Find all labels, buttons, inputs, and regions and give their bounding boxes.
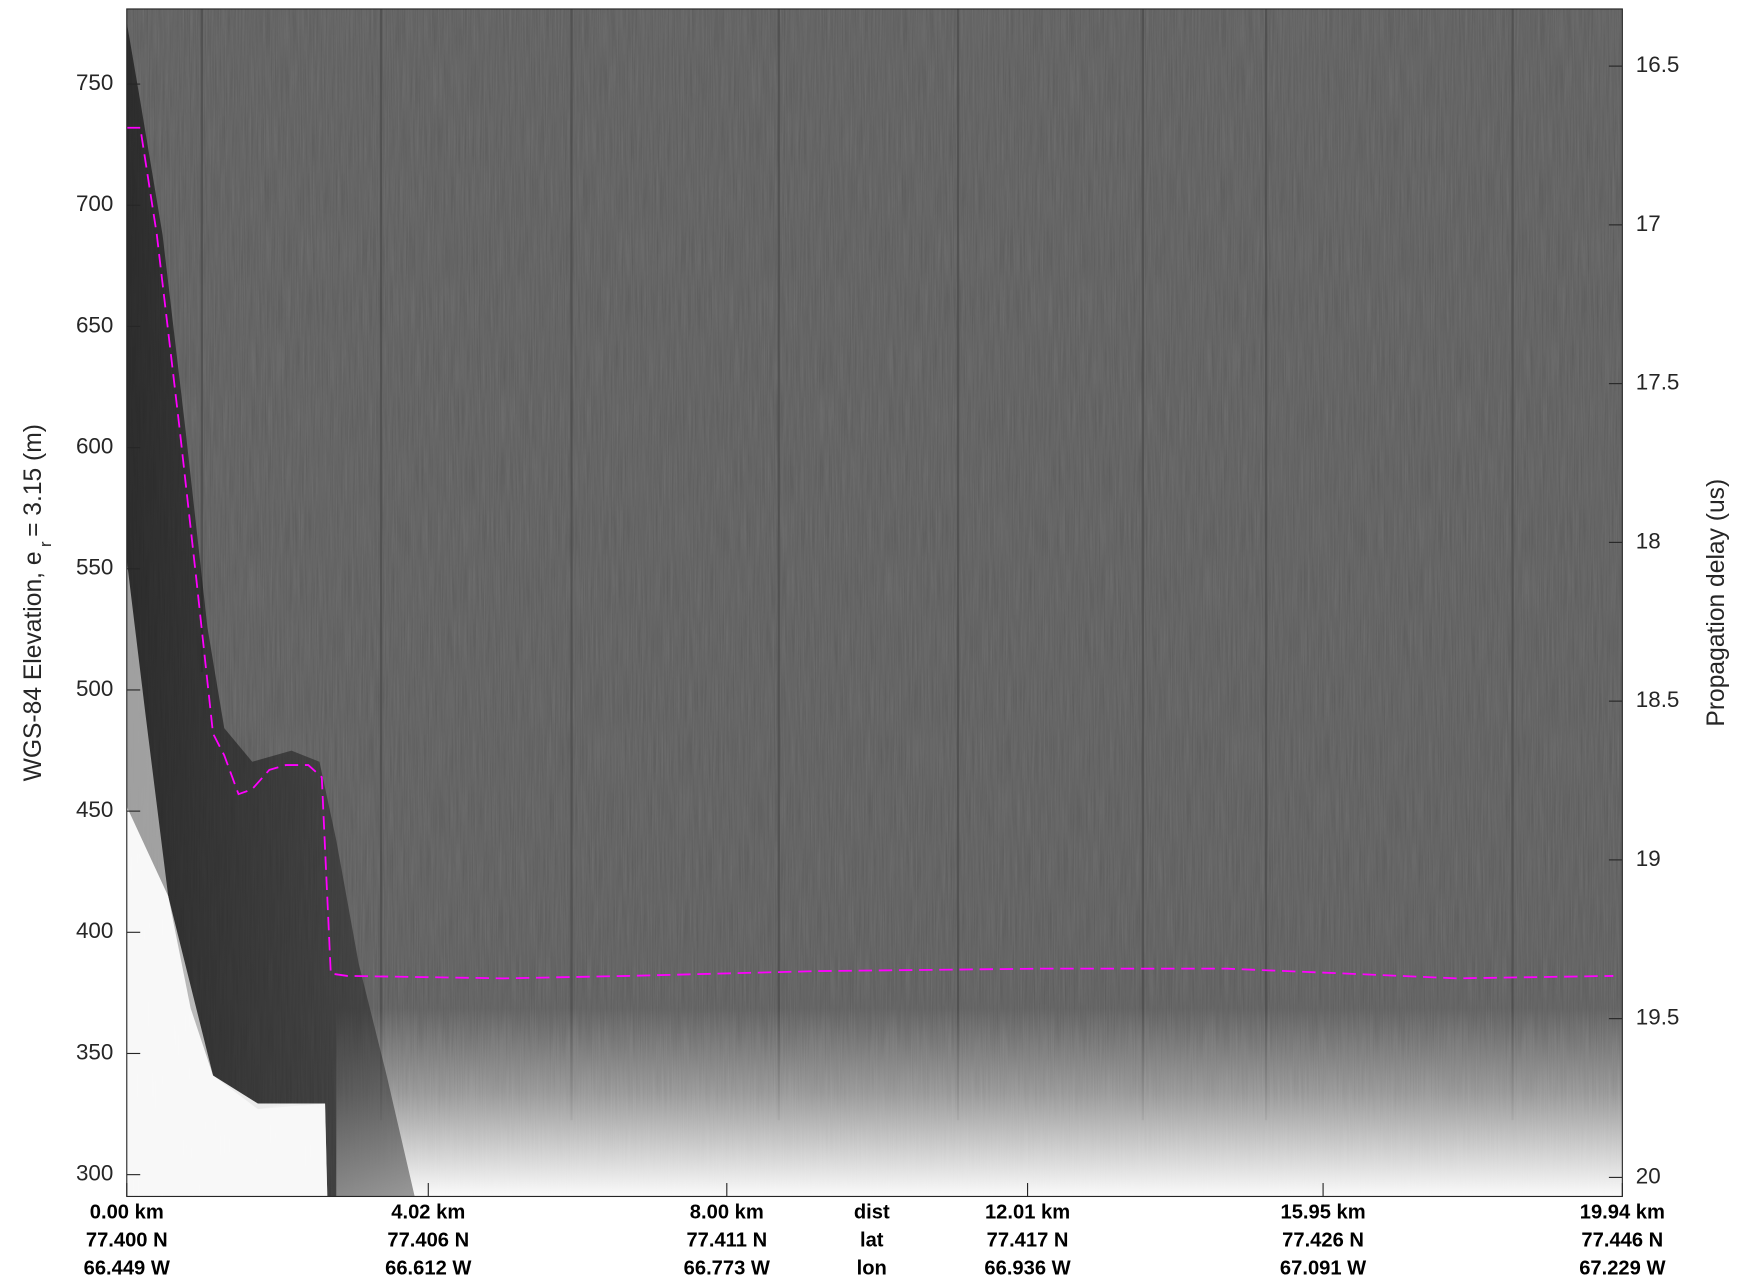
axes: 300 350 400 450 500 550 600 650 700 750 16.5 17 17.5… [76, 52, 1680, 1280]
x-tick-lon: 66.773 W [684, 1258, 770, 1276]
x-tick-label: 4.02 km [391, 1202, 465, 1224]
x-tick-lon: 66.936 W [984, 1258, 1070, 1276]
y2-tick-label: 20 [1636, 1163, 1661, 1188]
y2-axis-label: Propagation delay (us) [1703, 479, 1730, 727]
y-tick-label: 600 [76, 434, 113, 459]
y-label-suffix: = 3.15 (m) [19, 424, 46, 537]
plot-frame [126, 8, 1623, 1198]
y-tick-label: 450 [76, 797, 113, 822]
radargram [126, 8, 1623, 1197]
y2-tick-label: 19 [1636, 846, 1661, 871]
x-row-label: dist [854, 1202, 890, 1224]
x-tick-label: 19.94 km [1580, 1202, 1665, 1224]
x-tick-label: 15.95 km [1280, 1202, 1365, 1224]
y-tick-label: 550 [76, 555, 113, 580]
x-tick-lat: 77.406 N [387, 1230, 469, 1252]
y2-tick-label: 16.5 [1636, 52, 1680, 77]
x-tick-lon: 67.229 W [1579, 1258, 1665, 1276]
y2-tick-label: 18.5 [1636, 687, 1680, 712]
y-label-subscript: r [37, 541, 56, 547]
y-tick-label: 750 [76, 70, 113, 95]
y-tick-label: 300 [76, 1161, 113, 1186]
x-tick-lat: 77.417 N [987, 1230, 1069, 1252]
x-tick-lat: 77.446 N [1581, 1230, 1663, 1252]
y2-tick-label: 17.5 [1636, 370, 1680, 395]
y-tick-label: 650 [76, 312, 113, 337]
x-tick-label: 0.00 km [90, 1202, 164, 1224]
x-tick-lon: 66.612 W [385, 1258, 471, 1276]
y-axis-label: WGS-84 Elevation, e r = 3.15 (m) [19, 424, 55, 781]
y-tick-label: 400 [76, 918, 113, 943]
x-tick-lat: 77.426 N [1282, 1230, 1364, 1252]
y-tick-label: 500 [76, 676, 113, 701]
y2-tick-label: 18 [1636, 528, 1661, 553]
surface-line [126, 126, 1614, 980]
x-tick-lon: 66.449 W [84, 1258, 170, 1276]
x-tick-lon: 67.091 W [1280, 1258, 1366, 1276]
x-row-label: lat [860, 1230, 884, 1252]
y-label-main: WGS-84 Elevation, e [19, 551, 46, 781]
y-tick-label: 700 [76, 191, 113, 216]
x-row-label: lon [857, 1258, 887, 1276]
y2-tick-label: 19.5 [1636, 1005, 1680, 1030]
y2-tick-label: 17 [1636, 211, 1661, 236]
x-tick-lat: 77.411 N [686, 1230, 767, 1252]
x-tick-lat: 77.400 N [86, 1230, 168, 1252]
x-tick-label: 8.00 km [690, 1202, 764, 1224]
y-tick-label: 350 [76, 1039, 113, 1064]
x-tick-label: 12.01 km [985, 1202, 1070, 1224]
